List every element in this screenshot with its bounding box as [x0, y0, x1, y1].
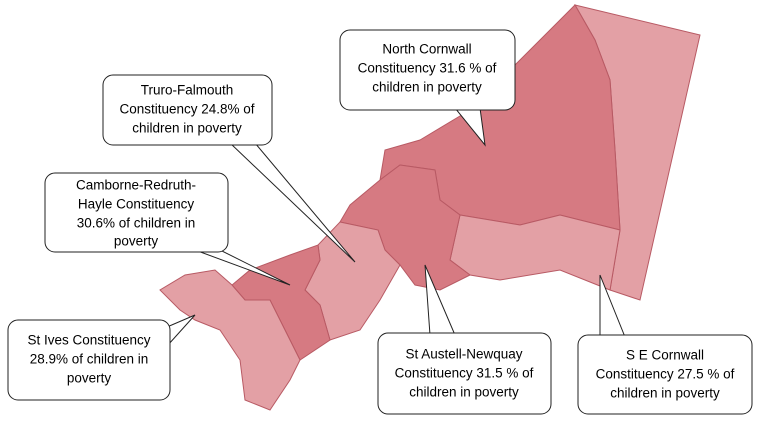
- callout-text: St Austell-Newquay: [405, 347, 522, 362]
- callout-text: 30.6% of children in: [77, 216, 196, 231]
- callout-text: Truro-Falmouth: [141, 83, 234, 98]
- callout-text: 28.9% of children in: [30, 352, 149, 367]
- callout-text: Constituency 24.8% of: [119, 102, 254, 117]
- callout-box: [102, 74, 273, 146]
- region-se-cornwall: [449, 214, 621, 291]
- callout-text: Camborne-Redruth-: [76, 178, 196, 193]
- callout-pointer: [228, 142, 356, 263]
- callout-text: Constituency 31.5 % of: [395, 366, 534, 381]
- callout-text: children in poverty: [610, 386, 720, 401]
- callout-text: S E Cornwall: [626, 348, 704, 363]
- callout-box: [7, 319, 171, 401]
- callout-text: Hayle Constituency: [78, 197, 195, 212]
- callout-text: children in poverty: [409, 385, 519, 400]
- callout-box: [44, 172, 229, 253]
- callout-text: North Cornwall: [382, 42, 471, 57]
- callout-text: Constituency 31.6 % of: [358, 61, 497, 76]
- callout-box: [377, 332, 552, 415]
- region-st-ives: [159, 269, 301, 411]
- callouts: North Cornwall Constituency 31.6 % of ch…: [7, 29, 753, 415]
- callout-text: poverty: [114, 234, 159, 249]
- regions: [159, 4, 701, 411]
- callout-box: [339, 29, 516, 111]
- callout-text: Constituency 27.5 % of: [596, 367, 735, 382]
- callout-box: [577, 334, 753, 415]
- callout-text: children in poverty: [372, 80, 482, 95]
- callout-text: children in poverty: [132, 121, 242, 136]
- callout-text: St Ives Constituency: [27, 333, 150, 348]
- callout-text: poverty: [67, 371, 112, 386]
